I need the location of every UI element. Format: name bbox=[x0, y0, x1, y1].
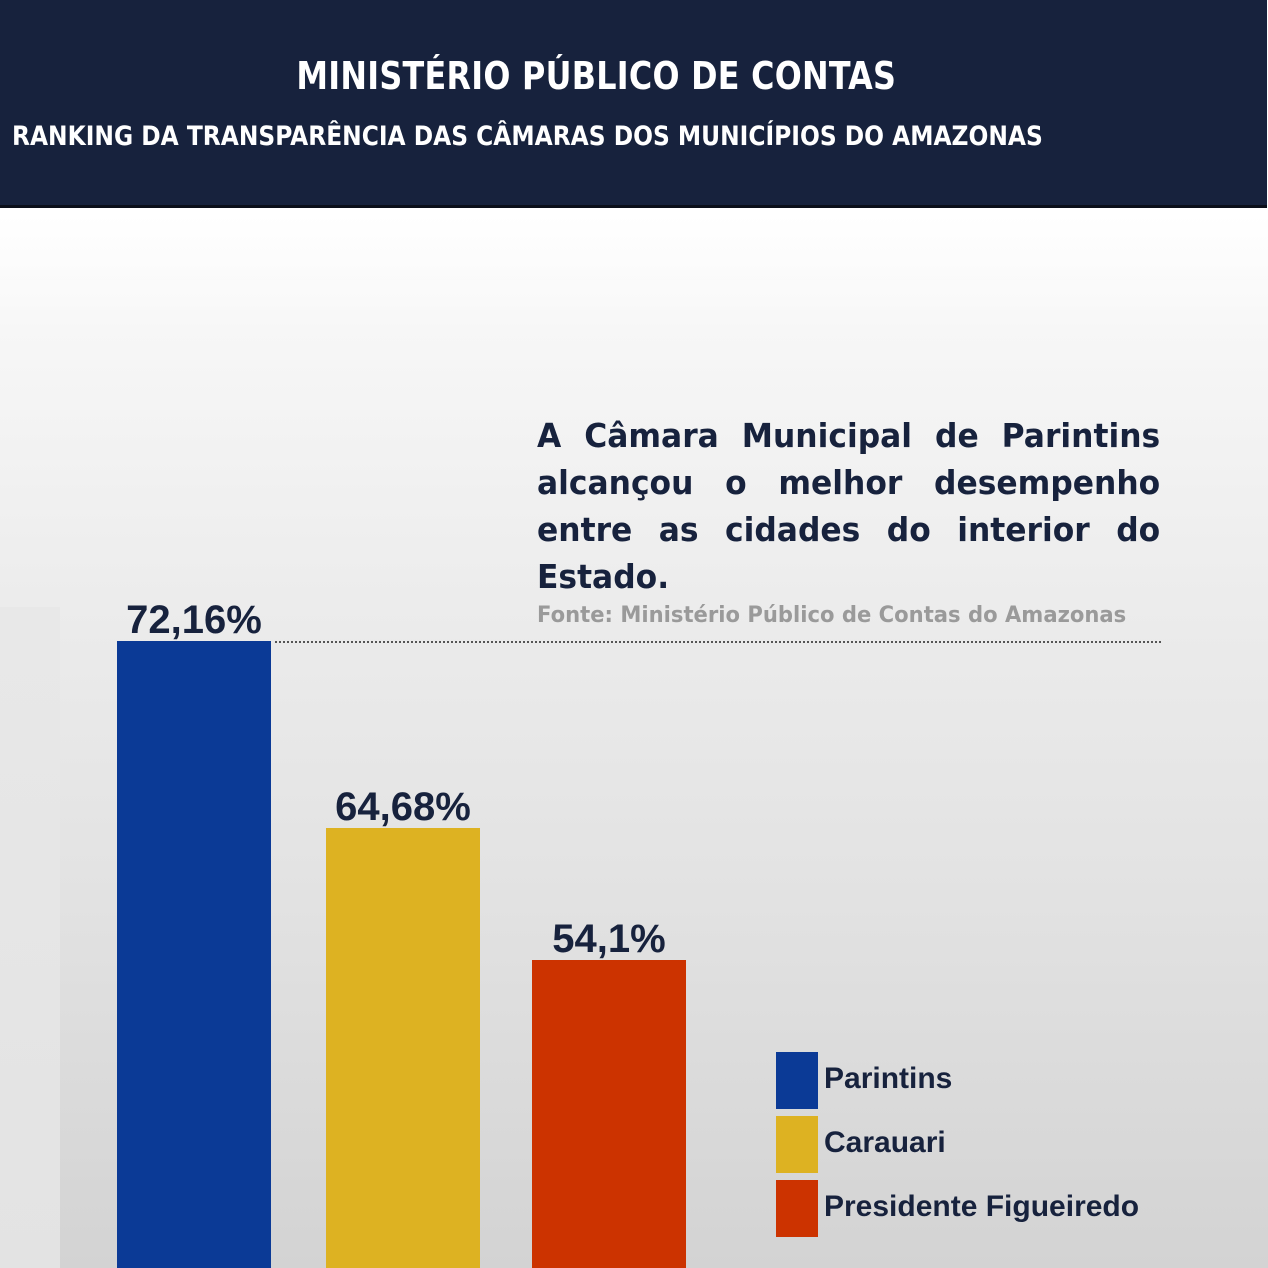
bar-carauari bbox=[326, 828, 480, 1268]
dotted-reference-line bbox=[275, 641, 1161, 643]
bar-parintins bbox=[117, 641, 271, 1268]
bar-value-label: 54,1% bbox=[552, 917, 665, 961]
left-background-panel bbox=[0, 607, 60, 1268]
header-banner: MINISTÉRIO PÚBLICO DE CONTAS RANKING DA … bbox=[0, 0, 1267, 208]
legend-label: Parintins bbox=[824, 1062, 953, 1095]
page-subtitle: RANKING DA TRANSPARÊNCIA DAS CÂMARAS DOS… bbox=[12, 121, 1043, 152]
legend-swatch bbox=[776, 1180, 818, 1237]
page-title: MINISTÉRIO PÚBLICO DE CONTAS bbox=[296, 54, 897, 98]
legend-item: Carauari bbox=[776, 1116, 1176, 1173]
bar-value-label: 64,68% bbox=[335, 785, 471, 829]
legend-item: Presidente Figueiredo bbox=[776, 1180, 1176, 1237]
legend-label: Presidente Figueiredo bbox=[824, 1190, 1140, 1223]
callout-text: A Câmara Municipal de Parintins alcançou… bbox=[537, 416, 1161, 596]
callout-text-block: A Câmara Municipal de Parintins alcançou… bbox=[537, 412, 1160, 600]
legend-item: Parintins bbox=[776, 1052, 1176, 1109]
bar-value-label: 72,16% bbox=[126, 598, 262, 642]
legend-swatch bbox=[776, 1052, 818, 1109]
legend-swatch bbox=[776, 1116, 818, 1173]
bar-presidente-figueiredo bbox=[532, 960, 686, 1268]
legend-label: Carauari bbox=[824, 1126, 946, 1159]
source-note: Fonte: Ministério Público de Contas do A… bbox=[537, 603, 1127, 628]
